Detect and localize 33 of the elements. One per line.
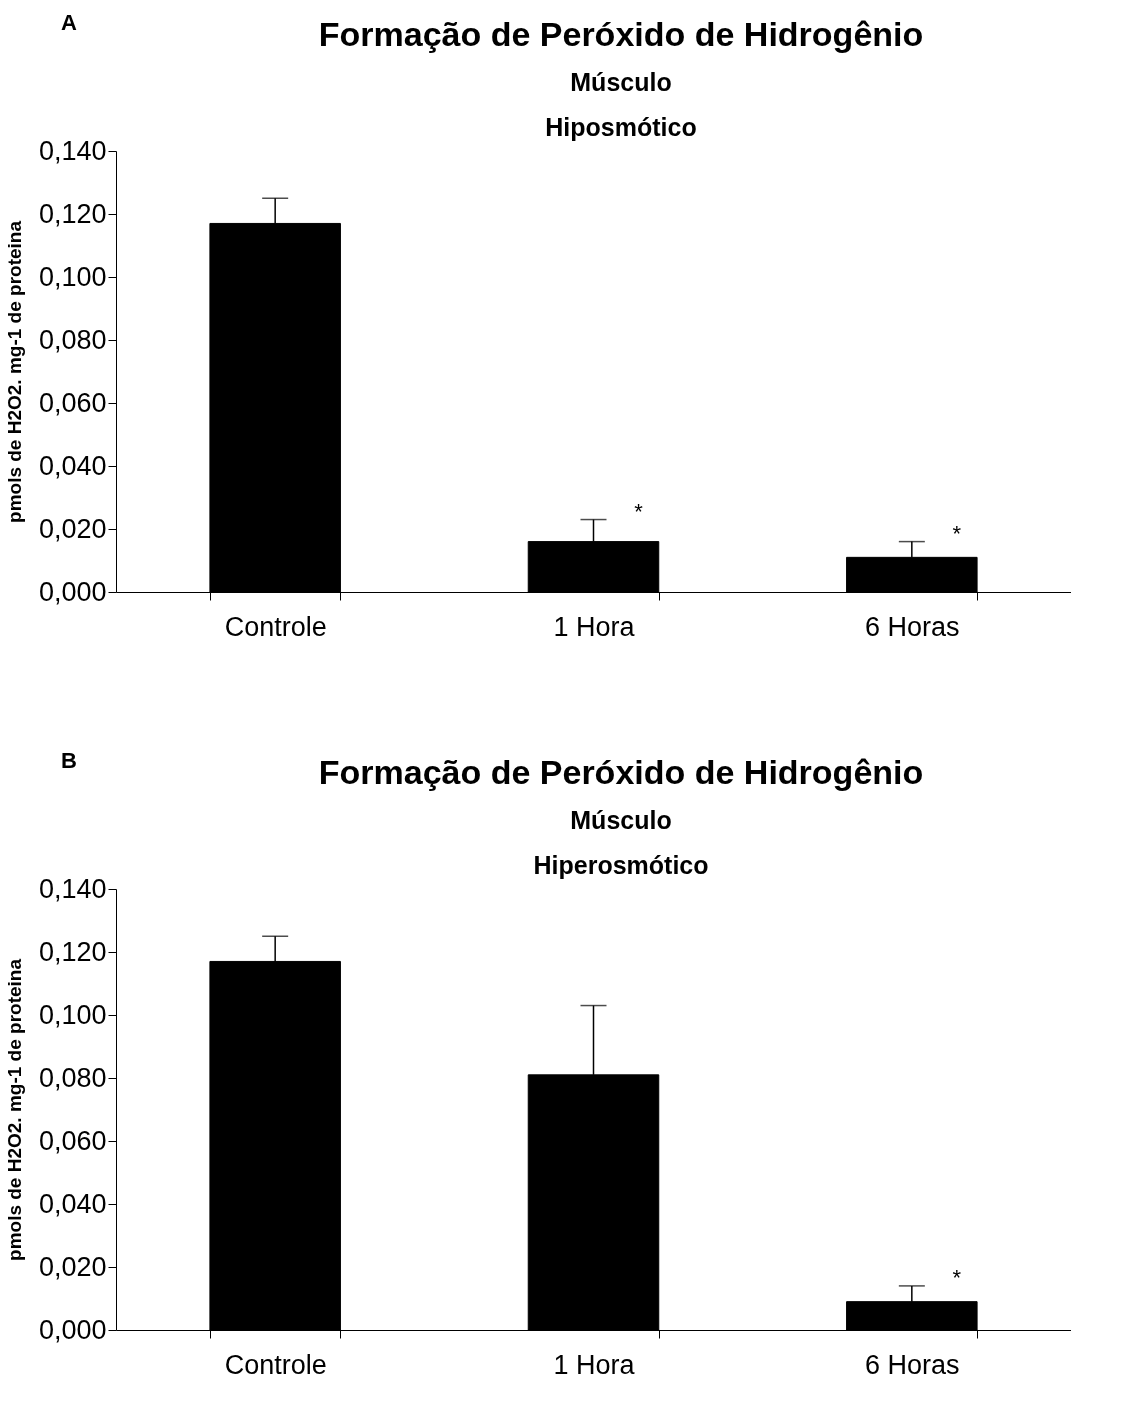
y-axis-title: pmols de H2O2. mg-1 de proteina (3, 220, 25, 523)
x-tick-label: 1 Hora (553, 611, 636, 642)
x-tick-label: 6 Horas (865, 1349, 960, 1380)
y-tick-label: 0,120 (38, 198, 107, 229)
y-tick-label: 0,140 (38, 873, 107, 904)
y-tick-label: 0,020 (38, 513, 107, 544)
y-tick-label: 0,100 (38, 261, 107, 292)
y-tick-label: 0,140 (38, 135, 107, 166)
chart-subtitle: Músculo Hiperosmótico (533, 806, 709, 879)
y-tick-label: 0,120 (38, 936, 107, 967)
text: A (61, 10, 77, 35)
x-tick-label: Controle (224, 1349, 327, 1380)
annotation: * (634, 498, 644, 524)
chart-title: Formação de Peróxido de Hidrogênio (318, 15, 924, 53)
y-tick-label: 0,040 (38, 1188, 107, 1219)
annotation: * (952, 1264, 962, 1290)
x-tick-label: Controle (224, 611, 327, 642)
chart-title: Formação de Peróxido de Hidrogênio (318, 753, 924, 791)
text: B (61, 748, 77, 773)
y-tick-label: 0,000 (38, 576, 107, 607)
y-tick-label: 0,100 (38, 999, 107, 1030)
y-tick-label: 0,040 (38, 450, 107, 481)
y-tick-label: 0,080 (38, 324, 107, 355)
y-tick-label: 0,080 (38, 1062, 107, 1093)
y-tick-label: 0,060 (38, 387, 107, 418)
chart-subtitle: Músculo Hiposmótico (545, 68, 697, 141)
annotation: * (952, 520, 962, 546)
y-tick-label: 0,060 (38, 1125, 107, 1156)
y-tick-label: 0,000 (38, 1314, 107, 1345)
y-axis-title: pmols de H2O2. mg-1 de proteina (3, 958, 25, 1261)
y-tick-label: 0,020 (38, 1251, 107, 1282)
x-tick-label: 6 Horas (865, 611, 960, 642)
x-tick-label: 1 Hora (553, 1349, 636, 1380)
